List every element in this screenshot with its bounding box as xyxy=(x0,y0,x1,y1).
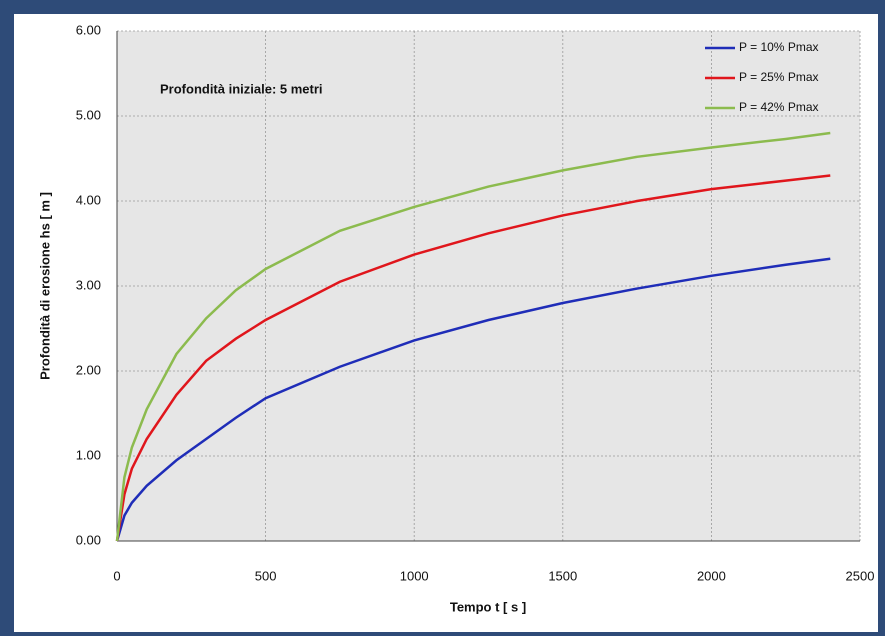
line xyxy=(115,174,831,542)
line xyxy=(115,257,831,542)
y-tick-label: 6.00 xyxy=(76,22,101,37)
x-tick-label: 1000 xyxy=(400,568,429,583)
legend-label: P = 42% Pmax xyxy=(739,100,819,114)
x-axis-label: Tempo t [ s ] xyxy=(450,599,526,614)
y-axis-label: Profondità di erosione hs [ m ] xyxy=(37,192,52,380)
y-tick-label: 1.00 xyxy=(76,447,101,462)
y-tick-label: 2.00 xyxy=(76,362,101,377)
line xyxy=(115,131,831,542)
x-tick-label: 1500 xyxy=(548,568,577,583)
y-tick-label: 0.00 xyxy=(76,532,101,547)
x-tick-label: 500 xyxy=(255,568,277,583)
legend-label: P = 10% Pmax xyxy=(739,40,819,54)
y-tick-label: 3.00 xyxy=(76,277,101,292)
legend-label: P = 25% Pmax xyxy=(739,70,819,84)
y-tick-label: 5.00 xyxy=(76,107,101,122)
annotation: Profondità iniziale: 5 metri xyxy=(160,81,323,96)
x-tick-label: 2500 xyxy=(846,568,875,583)
y-tick-label: 4.00 xyxy=(76,192,101,207)
x-tick-label: 2000 xyxy=(697,568,726,583)
x-tick-label: 0 xyxy=(113,568,120,583)
